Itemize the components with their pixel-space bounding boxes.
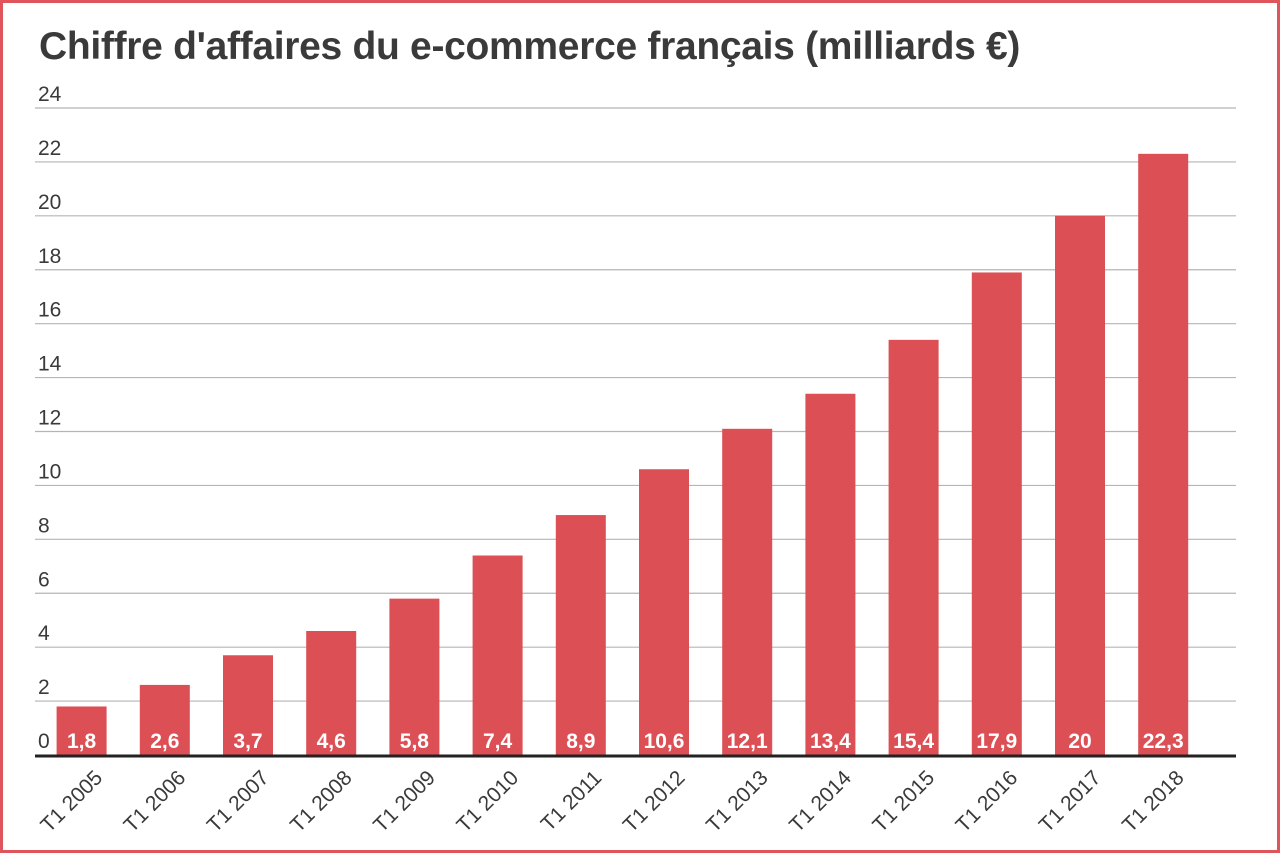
bar — [472, 555, 523, 755]
data-label: 5,8 — [400, 730, 430, 753]
y-tick-label: 16 — [38, 299, 61, 322]
bar — [56, 706, 107, 755]
data-labels: 1,8 2,6 3,7 4,6 5,8 7,4 8,9 10,6 12,1 13,4 15,4 17,… — [67, 730, 1184, 753]
x-tick-label: T1 2007 — [203, 766, 274, 837]
data-label: 17,9 — [976, 730, 1017, 753]
data-label: 2,6 — [150, 730, 179, 753]
bar — [223, 655, 273, 755]
bar — [306, 630, 357, 755]
bar — [555, 515, 606, 755]
x-axis-ticks: T1 2005 T1 2006 T1 2007 T1 2008 T1 2009 T1 20… — [36, 766, 1188, 837]
data-label: 1,8 — [67, 730, 97, 753]
bar — [389, 598, 440, 755]
bar — [1138, 153, 1189, 755]
x-tick-label: T1 2012 — [619, 766, 690, 837]
y-tick-label: 22 — [38, 137, 61, 160]
data-label: 4,6 — [317, 730, 346, 753]
y-tick-label: 24 — [38, 83, 62, 106]
x-tick-label: T1 2013 — [702, 766, 773, 837]
y-tick-label: 8 — [38, 514, 50, 537]
x-tick-label: T1 2015 — [868, 766, 939, 837]
data-label: 12,1 — [727, 730, 768, 753]
x-tick-label: T1 2017 — [1035, 766, 1106, 837]
data-label: 7,4 — [483, 730, 513, 753]
x-tick-label: T1 2014 — [785, 766, 856, 837]
y-tick-label: 6 — [38, 568, 50, 591]
data-label: 10,6 — [644, 730, 685, 753]
x-tick-label: T1 2006 — [120, 766, 191, 837]
y-tick-label: 2 — [38, 676, 50, 699]
y-tick-label: 18 — [38, 245, 61, 268]
y-tick-label: 12 — [38, 407, 61, 430]
x-tick-label: T1 2016 — [952, 766, 1023, 837]
x-tick-label: T1 2008 — [286, 766, 357, 837]
data-label: 3,7 — [233, 730, 262, 753]
x-tick-label: T1 2011 — [537, 766, 607, 836]
data-label: 20 — [1068, 730, 1091, 753]
bar — [722, 428, 773, 755]
data-label: 13,4 — [810, 730, 851, 753]
x-tick-label: T1 2009 — [369, 766, 440, 837]
data-label: 8,9 — [566, 730, 595, 753]
bar — [971, 272, 1022, 755]
bar — [1055, 215, 1105, 756]
bar — [805, 393, 856, 755]
bar — [888, 339, 939, 755]
x-tick-label: T1 2010 — [452, 766, 523, 837]
y-tick-label: 4 — [38, 622, 50, 645]
chart-title: Chiffre d'affaires du e-commerce françai… — [39, 25, 1021, 68]
data-label: 15,4 — [893, 730, 934, 753]
x-tick-label: T1 2018 — [1118, 766, 1189, 837]
bar — [139, 684, 190, 755]
grid-lines — [35, 107, 1236, 702]
y-tick-label: 0 — [38, 730, 50, 753]
y-tick-label: 14 — [38, 353, 62, 376]
bar — [639, 469, 689, 755]
y-tick-label: 10 — [38, 460, 61, 483]
y-tick-label: 20 — [38, 191, 61, 214]
data-label: 22,3 — [1143, 730, 1184, 753]
x-tick-label: T1 2005 — [36, 766, 107, 837]
bars — [56, 153, 1189, 756]
